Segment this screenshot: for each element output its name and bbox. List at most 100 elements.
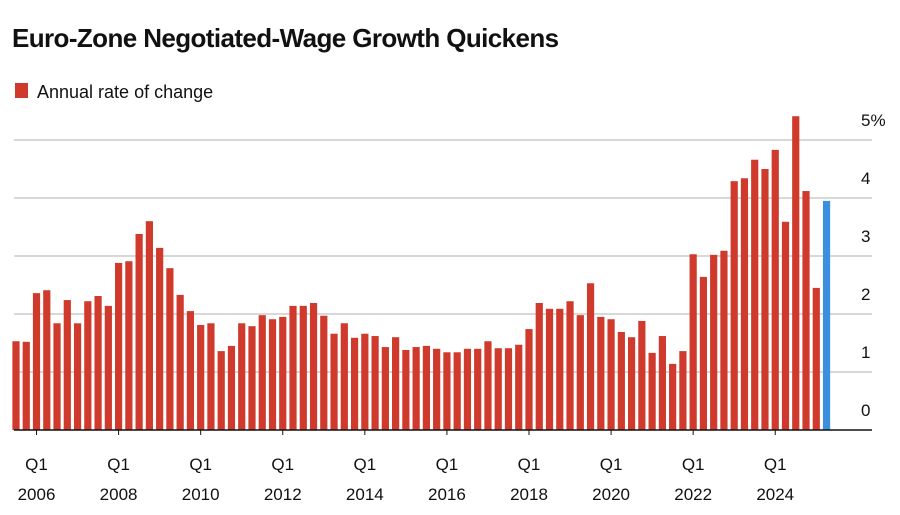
bar [689,254,697,430]
y-tick-label: 5% [861,111,886,130]
x-tick-label-line: 2020 [592,485,630,504]
bar [607,319,615,430]
bar [371,336,379,430]
bar [412,347,420,430]
bar [186,311,195,430]
bar [402,349,410,430]
bar [494,348,502,430]
bar [392,337,400,430]
x-tick-label-line: 2016 [428,485,466,504]
bar [771,149,779,431]
bar [32,293,41,430]
bar [638,320,646,430]
legend-swatch [15,83,28,98]
chart-title: Euro-Zone Negotiated-Wage Growth Quicken… [12,23,559,53]
bar [669,363,677,430]
bar [586,283,595,430]
bar [422,345,430,430]
x-tick-label-line: Q1 [600,455,623,474]
x-tick-label-line: 2006 [18,485,56,504]
bar [484,341,492,430]
bar [145,221,153,430]
bar [679,351,687,430]
bar [197,325,205,430]
y-tick-label: 4 [861,169,870,188]
bar [566,301,574,430]
bar [822,200,831,430]
y-tick-label: 2 [861,285,870,304]
bar [176,294,184,430]
x-tick-label-line: 2010 [182,485,220,504]
bar [597,316,605,430]
bar [156,247,164,430]
x-tick-label: Q1 2010 [182,455,220,504]
bar [258,315,266,430]
bar [710,254,718,430]
bar [720,250,728,430]
bar [135,233,143,430]
x-tick-label-line: 2022 [674,485,712,504]
x-tick-label: Q1 2016 [428,455,466,504]
bar [648,352,656,430]
bar [381,347,389,430]
x-tick-label-line: 2018 [510,485,548,504]
bar [268,319,277,430]
bar [474,348,482,430]
x-tick-label-line: Q1 [764,455,787,474]
bar [115,262,123,430]
bar [350,337,359,430]
bar [545,308,554,430]
bar [433,348,441,430]
x-tick-label: Q1 2014 [346,455,384,504]
bar [320,315,328,430]
x-tick-label-line: 2012 [264,485,302,504]
bar [792,116,800,430]
bar [207,323,215,430]
bar [504,348,513,430]
bar [781,221,790,430]
bar [658,336,666,430]
bar [104,305,112,430]
bar [556,308,564,430]
bar [248,326,256,430]
x-tick-label: Q1 2012 [264,455,302,504]
bar [330,333,338,430]
bar [617,331,625,430]
x-tick-label-line: Q1 [107,455,130,474]
x-tick-label-line: 2024 [756,485,794,504]
bar [238,323,246,430]
x-tick-label: Q1 2008 [100,455,138,504]
bar [740,178,749,430]
bar [443,352,451,430]
bar [73,323,82,430]
bar [94,296,102,430]
bar [751,159,759,430]
bar [340,323,348,430]
bar [53,323,61,430]
bar [699,276,708,430]
bar [299,305,307,430]
bar [453,352,461,430]
bar [279,316,287,430]
x-tick-label-line: Q1 [353,455,376,474]
bar [361,333,369,430]
bar [309,302,318,430]
x-tick-label-line: Q1 [436,455,459,474]
y-tick-label: 1 [861,343,870,362]
y-tick-label: 3 [861,227,870,246]
x-tick-label-line: Q1 [189,455,212,474]
x-tick-label: Q1 2018 [510,455,548,504]
bar [802,191,810,430]
bar [515,344,523,430]
bar [535,302,543,430]
bar [63,300,71,430]
bar [22,341,30,430]
y-tick-label: 0 [861,401,870,420]
x-tick-label: Q1 2024 [756,455,794,504]
bar [812,287,820,430]
legend-label: Annual rate of change [37,82,213,102]
bar [43,290,51,430]
x-tick-label: Q1 2020 [592,455,630,504]
bar [84,301,92,430]
bar [166,268,174,430]
